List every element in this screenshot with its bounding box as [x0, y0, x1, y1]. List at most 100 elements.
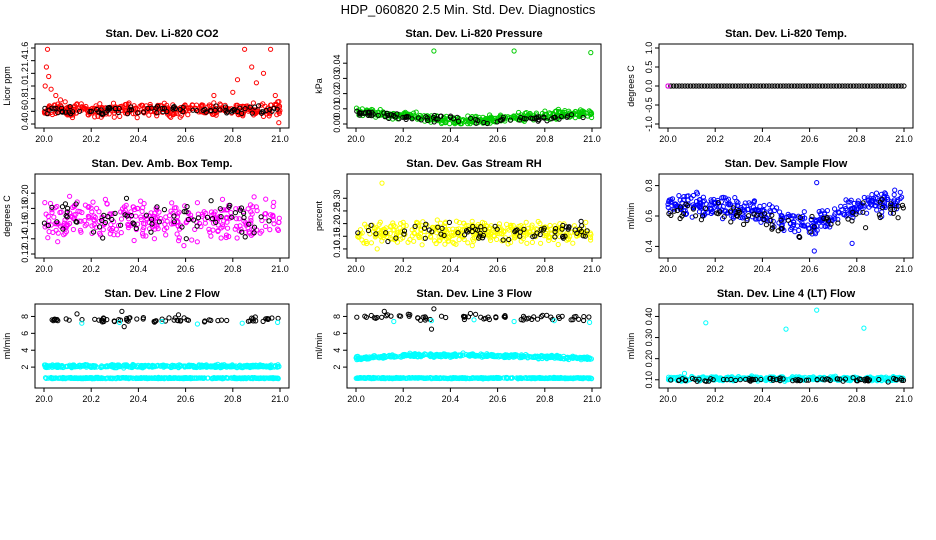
data-point: [220, 224, 226, 230]
data-point: [583, 219, 589, 225]
data-point: [535, 118, 541, 124]
data-point: [519, 354, 525, 361]
data-point: [385, 312, 391, 318]
data-point: [814, 83, 820, 89]
data-point: [194, 108, 200, 114]
x-tick-label: 21.0: [895, 134, 913, 144]
data-point: [70, 226, 77, 233]
data-point: [415, 315, 421, 321]
data-point: [497, 231, 503, 237]
data-point: [716, 83, 722, 89]
data-point: [874, 207, 880, 213]
data-point: [54, 219, 60, 225]
data-point: [143, 212, 149, 218]
data-point: [473, 311, 479, 317]
data-point: [46, 218, 52, 224]
data-point: [488, 237, 494, 243]
plot-frame: [34, 303, 290, 389]
series-1: [665, 307, 906, 384]
data-point: [89, 223, 95, 229]
data-point: [565, 113, 571, 119]
data-point: [65, 375, 71, 381]
data-point: [138, 198, 144, 204]
data-point: [693, 213, 699, 219]
data-point: [738, 83, 744, 89]
data-point: [707, 202, 713, 208]
data-point: [560, 233, 566, 239]
data-point: [208, 108, 214, 114]
data-point: [424, 115, 430, 121]
data-point: [721, 214, 727, 220]
data-point: [514, 352, 520, 358]
data-point: [212, 209, 218, 215]
data-point: [819, 208, 825, 214]
data-point: [254, 208, 260, 214]
y-axis-label: ml/min: [2, 333, 12, 360]
data-point: [433, 116, 439, 122]
data-point: [239, 320, 245, 326]
data-point: [850, 214, 856, 221]
data-point: [792, 377, 799, 383]
data-point: [693, 83, 699, 89]
data-point: [275, 319, 281, 325]
data-point: [843, 197, 849, 203]
data-point: [676, 377, 682, 384]
data-point: [901, 83, 907, 89]
data-point: [428, 318, 435, 324]
data-point: [234, 77, 241, 83]
data-point: [867, 83, 873, 89]
data-point: [154, 103, 161, 109]
data-point: [70, 216, 77, 222]
data-point: [795, 377, 801, 383]
y-tick-label: 4: [332, 348, 342, 353]
series-4: [391, 317, 593, 325]
data-point: [547, 375, 554, 381]
y-tick-label: 0.5: [644, 61, 654, 74]
data-point: [67, 210, 73, 216]
data-point: [502, 352, 508, 358]
series-2: [668, 375, 907, 385]
data-point: [819, 376, 826, 382]
data-point: [458, 352, 464, 358]
data-point: [790, 378, 796, 384]
data-point: [253, 318, 259, 324]
x-tick-label: 21.0: [895, 264, 913, 274]
x-tick-label: 20.8: [536, 134, 554, 144]
x-tick-label: 20.6: [801, 134, 819, 144]
y-tick-label: 0.40: [644, 308, 654, 326]
data-point: [196, 362, 202, 368]
series-2: [42, 103, 280, 117]
data-point: [895, 203, 901, 209]
data-point: [523, 116, 529, 122]
data-point: [681, 194, 687, 200]
data-point: [42, 375, 49, 381]
data-point: [862, 83, 868, 89]
data-point: [540, 375, 546, 381]
data-point: [876, 212, 883, 218]
data-point: [124, 363, 130, 369]
data-point: [769, 222, 775, 228]
data-point: [73, 201, 79, 207]
data-point: [377, 219, 383, 225]
data-point: [197, 364, 203, 370]
x-tick-label: 20.4: [442, 264, 460, 274]
data-point: [123, 375, 130, 381]
data-point: [259, 228, 265, 234]
data-point: [156, 219, 162, 225]
y-tick-label: 0.03: [332, 70, 342, 88]
y-tick-label: 0.14: [20, 230, 30, 248]
data-point: [217, 107, 223, 113]
data-point: [556, 375, 562, 381]
data-point: [805, 222, 811, 228]
data-point: [821, 215, 827, 221]
data-point: [758, 219, 764, 225]
data-point: [44, 111, 50, 117]
data-point: [91, 229, 97, 235]
data-point: [169, 200, 175, 206]
data-point: [400, 352, 406, 358]
data-point: [276, 363, 282, 369]
data-point: [178, 105, 184, 111]
data-point: [511, 48, 517, 54]
data-point: [466, 353, 472, 359]
data-point: [672, 201, 678, 207]
